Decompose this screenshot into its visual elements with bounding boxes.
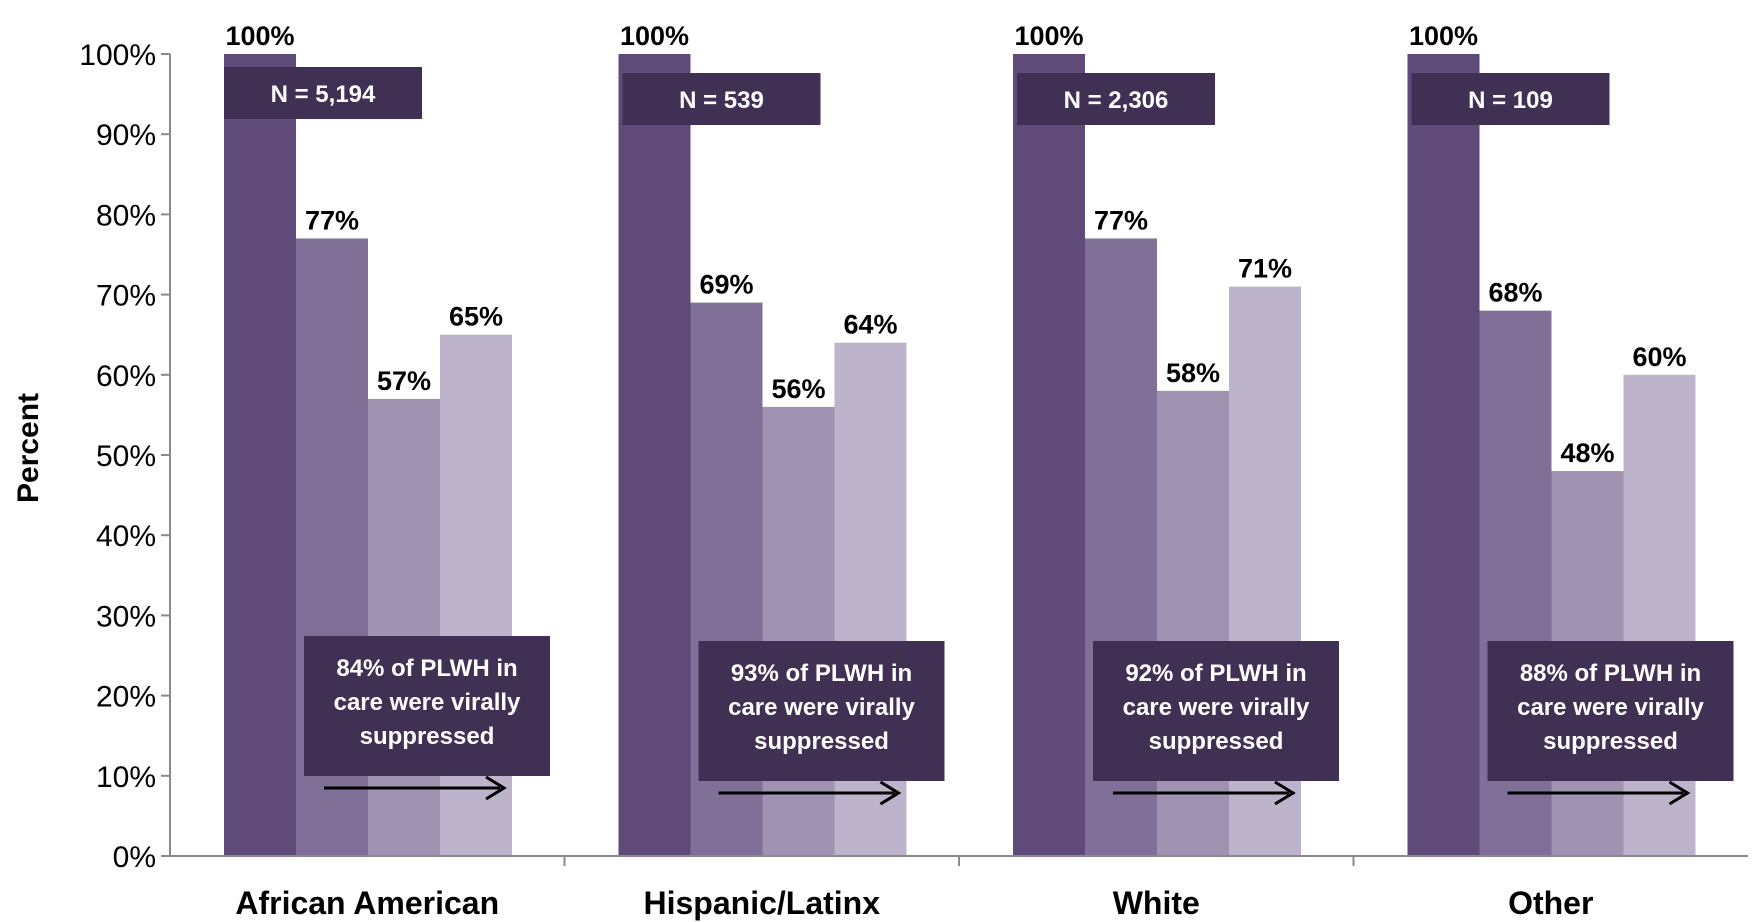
bar xyxy=(224,54,296,856)
annotations: 100% 77% 57% 65% N = 5,194 84% of PLWH in care… xyxy=(224,21,1734,806)
bar xyxy=(618,54,691,856)
data-label: 65% xyxy=(449,302,503,332)
y-tick-label: 20% xyxy=(96,681,156,714)
data-label: 100% xyxy=(620,21,689,51)
data-label: 100% xyxy=(1014,21,1083,51)
arrow-icon xyxy=(1274,780,1296,806)
annotation-text: care were virally xyxy=(1123,694,1310,721)
annotation-text: care were virally xyxy=(728,694,915,721)
x-category-label: White xyxy=(1113,885,1200,921)
data-label: 100% xyxy=(225,21,294,51)
y-tick-label: 90% xyxy=(96,119,156,152)
arrow-icon xyxy=(879,780,902,806)
annotation-text: care were virally xyxy=(334,689,521,716)
annotation-box xyxy=(698,641,945,781)
y-axis-title: Percent xyxy=(12,393,45,503)
y-tick-label: 50% xyxy=(96,440,156,473)
bar xyxy=(1157,390,1229,856)
x-category-label: Other xyxy=(1508,885,1593,921)
data-label: 64% xyxy=(843,310,897,340)
data-label: 69% xyxy=(699,270,753,300)
x-category-label: African American xyxy=(235,885,499,921)
n-label-box xyxy=(622,73,821,125)
data-label: 60% xyxy=(1632,342,1686,372)
y-tick-label: 100% xyxy=(79,39,156,72)
data-label: 68% xyxy=(1488,278,1542,308)
data-label: 100% xyxy=(1409,21,1478,51)
arrow-icon xyxy=(1668,780,1691,806)
annotation-text: suppressed xyxy=(754,728,889,755)
y-axis: 0% 10% 20% 30% 40% 50% 60% 70% 80% 90% 100% xyxy=(79,39,171,874)
annotation-text: 84% of PLWH in xyxy=(336,655,517,682)
bar xyxy=(1013,54,1085,856)
annotation-text: 93% of PLWH in xyxy=(731,660,912,687)
n-label-box xyxy=(1017,73,1215,125)
annotation-text: suppressed xyxy=(1149,728,1284,755)
x-category-label: Hispanic/Latinx xyxy=(644,885,881,921)
y-tick-label: 10% xyxy=(96,761,156,794)
y-tick-label: 0% xyxy=(113,841,156,874)
annotation-box xyxy=(1093,641,1339,781)
bar xyxy=(1623,374,1696,856)
data-label: 48% xyxy=(1560,438,1614,468)
y-tick-label: 40% xyxy=(96,520,156,553)
annotation-text: care were virally xyxy=(1517,694,1704,721)
bar xyxy=(440,334,512,856)
annotation-box xyxy=(304,636,550,776)
bar xyxy=(1407,54,1480,856)
data-label: 57% xyxy=(377,366,431,396)
annotation-text: suppressed xyxy=(360,723,495,750)
annotation-text: 88% of PLWH in xyxy=(1520,660,1701,687)
n-label-box xyxy=(1411,73,1610,125)
n-label: N = 109 xyxy=(1468,87,1553,114)
data-label: 58% xyxy=(1166,358,1220,388)
data-label: 56% xyxy=(771,374,825,404)
n-label-box xyxy=(224,67,422,119)
arrow-icon xyxy=(485,775,507,801)
data-label: 77% xyxy=(305,205,359,235)
n-label: N = 2,306 xyxy=(1064,87,1169,114)
n-label: N = 5,194 xyxy=(271,81,376,108)
y-tick-label: 30% xyxy=(96,600,156,633)
annotation-text: 92% of PLWH in xyxy=(1125,660,1306,687)
bar xyxy=(368,398,440,856)
x-axis: African American Hispanic/Latinx White Othe… xyxy=(170,855,1748,921)
y-tick-label: 70% xyxy=(96,280,156,313)
annotation-text: suppressed xyxy=(1543,728,1678,755)
y-tick-label: 80% xyxy=(96,199,156,232)
data-label: 71% xyxy=(1238,254,1292,284)
y-tick-label: 60% xyxy=(96,360,156,393)
data-label: 77% xyxy=(1094,205,1148,235)
annotation-box xyxy=(1487,641,1734,781)
n-label: N = 539 xyxy=(679,87,764,114)
bar xyxy=(762,406,835,856)
